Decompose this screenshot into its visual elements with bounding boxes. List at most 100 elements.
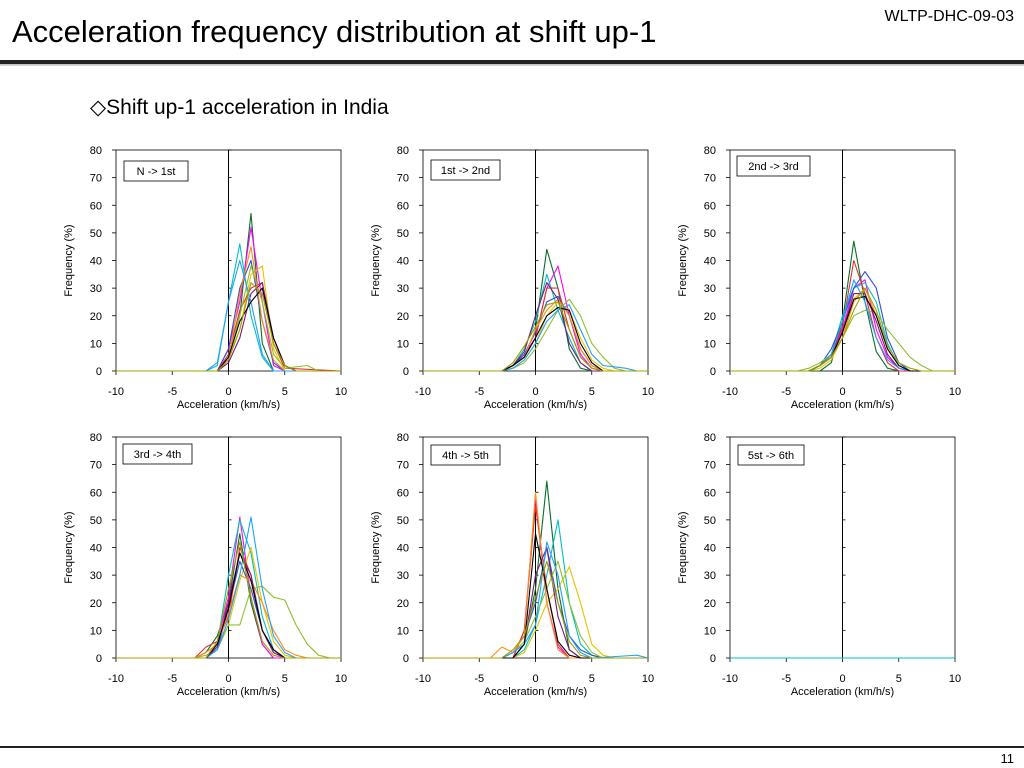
y-tick-label: 40 (90, 543, 102, 555)
x-tick-label: -10 (722, 673, 738, 685)
x-tick-label: 0 (225, 673, 231, 685)
panel-label-box (123, 160, 189, 182)
chart-panel: 0 10 20 30 40 50 60 70 80 -10 -5 0 5 10 2nd -> 3rd Acce… (677, 145, 961, 411)
y-tick-label: 80 (704, 432, 716, 444)
series-line (730, 240, 955, 372)
y-tick-label: 40 (90, 256, 102, 268)
y-tick-label: 20 (90, 598, 102, 610)
x-axis-title: Acceleration (km/h/s) (484, 399, 587, 411)
slide-subtitle: ◇Shift up-1 acceleration in India (90, 96, 389, 119)
y-tick-label: 60 (90, 487, 102, 499)
chart-panel: 0 10 20 30 40 50 60 70 80 -10 -5 0 5 10 5st -> 6th Acce… (677, 432, 961, 698)
x-tick-label: 0 (532, 673, 538, 685)
y-tick-label: 0 (403, 653, 409, 665)
chart-panel: 0 10 20 30 40 50 60 70 80 -10 -5 0 5 10 N -> 1st Accele… (63, 145, 347, 411)
y-tick-label: 80 (90, 145, 102, 157)
chart-panel: 0 10 20 30 40 50 60 70 80 -10 -5 0 5 10 3rd -> 4th Acce… (63, 432, 347, 698)
y-tick-label: 60 (397, 487, 409, 499)
series-line (116, 259, 341, 372)
x-tick-label: -5 (167, 386, 177, 398)
x-tick-label: -10 (108, 673, 124, 685)
y-tick-label: 0 (96, 366, 102, 378)
y-tick-label: 50 (704, 515, 716, 527)
y-tick-label: 0 (710, 653, 716, 665)
panel-label: N -> 1st (137, 166, 176, 178)
slide-title: Acceleration frequency distribution at s… (12, 14, 657, 49)
y-tick-label: 70 (704, 460, 716, 472)
y-tick-label: 60 (90, 200, 102, 212)
series-line (116, 552, 341, 659)
y-tick-label: 30 (397, 570, 409, 582)
y-tick-label: 30 (704, 570, 716, 582)
y-axis-title: Frequency (%) (63, 224, 75, 296)
y-tick-label: 30 (397, 283, 409, 295)
panel-label-box (736, 155, 811, 177)
x-tick-label: -10 (415, 386, 431, 398)
y-tick-label: 40 (704, 543, 716, 555)
series-line (116, 552, 341, 659)
x-tick-label: 10 (642, 673, 654, 685)
y-tick-label: 80 (397, 145, 409, 157)
panel-label: 5st -> 6th (748, 450, 794, 462)
x-axis-title: Acceleration (km/h/s) (177, 399, 280, 411)
x-tick-label: 10 (335, 673, 347, 685)
x-axis-title: Acceleration (km/h/s) (177, 686, 280, 698)
y-axis-title: Frequency (%) (370, 511, 382, 583)
y-tick-label: 20 (397, 311, 409, 323)
series-line (423, 304, 648, 372)
x-tick-label: -5 (474, 673, 484, 685)
y-tick-label: 50 (704, 228, 716, 240)
series-line (423, 560, 648, 659)
y-tick-label: 10 (397, 338, 409, 350)
y-axis-title: Frequency (%) (677, 511, 689, 583)
series-line (116, 259, 341, 372)
y-tick-label: 40 (704, 256, 716, 268)
y-tick-label: 20 (704, 598, 716, 610)
y-tick-label: 0 (710, 366, 716, 378)
y-tick-label: 60 (704, 487, 716, 499)
y-tick-label: 60 (704, 200, 716, 212)
panel-label-box (430, 159, 501, 181)
x-tick-label: 5 (589, 386, 595, 398)
y-tick-label: 0 (403, 366, 409, 378)
y-tick-label: 80 (397, 432, 409, 444)
x-tick-label: 0 (839, 386, 845, 398)
y-tick-label: 20 (90, 311, 102, 323)
x-tick-label: 10 (949, 673, 961, 685)
y-tick-label: 50 (90, 515, 102, 527)
y-tick-label: 70 (704, 173, 716, 185)
x-axis-title: Acceleration (km/h/s) (791, 399, 894, 411)
x-tick-label: 5 (282, 386, 288, 398)
series-line (116, 516, 341, 659)
x-axis-title: Acceleration (km/h/s) (791, 686, 894, 698)
x-tick-label: 10 (335, 386, 347, 398)
y-tick-label: 30 (90, 570, 102, 582)
y-axis-title: Frequency (%) (677, 224, 689, 296)
y-tick-label: 50 (397, 228, 409, 240)
x-tick-label: 5 (896, 386, 902, 398)
series-line (116, 541, 341, 659)
x-tick-label: -5 (781, 673, 791, 685)
panel-label: 1st -> 2nd (441, 165, 490, 177)
y-tick-label: 20 (704, 311, 716, 323)
panel-label-box (122, 443, 193, 465)
y-tick-label: 40 (397, 256, 409, 268)
x-tick-label: 0 (532, 386, 538, 398)
x-tick-label: 0 (839, 673, 845, 685)
y-tick-label: 20 (397, 598, 409, 610)
series-line (423, 491, 648, 659)
x-tick-label: 10 (949, 386, 961, 398)
y-tick-label: 10 (704, 338, 716, 350)
chart-panel: 0 10 20 30 40 50 60 70 80 -10 -5 0 5 10 1st -> 2nd Acce… (370, 145, 654, 411)
panel-label-box (737, 444, 805, 466)
x-tick-label: 5 (589, 673, 595, 685)
y-tick-label: 70 (90, 173, 102, 185)
x-tick-label: -10 (722, 386, 738, 398)
y-tick-label: 0 (96, 653, 102, 665)
y-axis-title: Frequency (%) (63, 511, 75, 583)
title-divider (0, 60, 1024, 66)
x-tick-label: 0 (225, 386, 231, 398)
chart-panel: 0 10 20 30 40 50 60 70 80 -10 -5 0 5 10 4th -> 5th Acce… (370, 432, 654, 698)
